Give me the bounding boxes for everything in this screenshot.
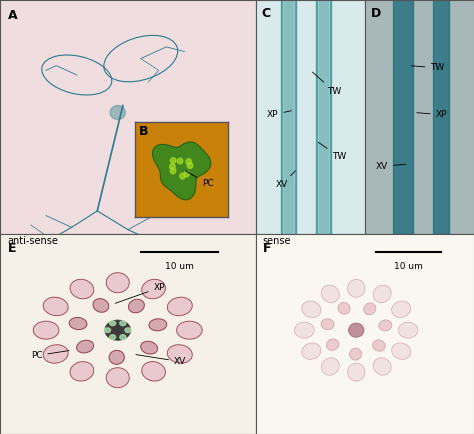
- Ellipse shape: [106, 273, 129, 293]
- Ellipse shape: [167, 297, 192, 316]
- Ellipse shape: [373, 340, 385, 351]
- Ellipse shape: [392, 343, 411, 359]
- Circle shape: [109, 321, 116, 326]
- Bar: [316, 0, 331, 234]
- Text: XV: XV: [136, 355, 186, 366]
- Ellipse shape: [70, 279, 94, 299]
- Text: TW: TW: [411, 63, 445, 72]
- Circle shape: [120, 321, 126, 326]
- Ellipse shape: [364, 303, 376, 315]
- Text: XV: XV: [275, 171, 295, 190]
- Text: PC: PC: [31, 351, 69, 360]
- Text: XV: XV: [376, 162, 406, 171]
- Ellipse shape: [43, 297, 68, 316]
- Circle shape: [170, 164, 175, 169]
- Circle shape: [187, 163, 193, 168]
- Ellipse shape: [321, 285, 339, 302]
- Text: F: F: [263, 242, 271, 255]
- Text: TW: TW: [312, 72, 341, 96]
- Ellipse shape: [379, 320, 392, 331]
- Circle shape: [177, 158, 183, 164]
- Ellipse shape: [70, 362, 94, 381]
- Circle shape: [125, 328, 131, 332]
- Bar: [283, 0, 294, 234]
- Ellipse shape: [373, 285, 391, 302]
- Ellipse shape: [141, 341, 157, 354]
- Text: XP: XP: [115, 283, 165, 303]
- Ellipse shape: [321, 358, 339, 375]
- Text: anti-sense: anti-sense: [8, 237, 59, 247]
- Ellipse shape: [321, 319, 334, 330]
- Circle shape: [170, 158, 176, 164]
- Bar: [433, 0, 449, 234]
- Text: 10 um: 10 um: [165, 262, 193, 271]
- Ellipse shape: [348, 323, 364, 337]
- Bar: [281, 0, 296, 234]
- Text: PC: PC: [185, 171, 213, 188]
- Text: E: E: [8, 242, 16, 255]
- Text: A: A: [8, 10, 18, 23]
- Bar: [318, 0, 329, 234]
- Circle shape: [180, 173, 185, 179]
- Text: C: C: [262, 7, 271, 20]
- Circle shape: [120, 335, 126, 339]
- Circle shape: [104, 328, 110, 332]
- Ellipse shape: [149, 319, 167, 331]
- Circle shape: [184, 171, 190, 177]
- Ellipse shape: [142, 279, 165, 299]
- Text: XP: XP: [417, 110, 447, 119]
- Ellipse shape: [106, 368, 129, 388]
- Ellipse shape: [302, 301, 321, 318]
- Ellipse shape: [302, 343, 321, 359]
- Ellipse shape: [294, 322, 314, 338]
- Ellipse shape: [167, 345, 192, 363]
- Text: B: B: [139, 125, 148, 138]
- Text: TW: TW: [318, 142, 346, 161]
- Text: sense: sense: [263, 237, 291, 247]
- Ellipse shape: [398, 322, 418, 338]
- Ellipse shape: [43, 345, 68, 363]
- Ellipse shape: [77, 340, 94, 353]
- Circle shape: [109, 335, 116, 339]
- Ellipse shape: [105, 320, 130, 340]
- Ellipse shape: [109, 350, 124, 364]
- Ellipse shape: [93, 299, 109, 312]
- Ellipse shape: [347, 279, 365, 297]
- Text: 10 um: 10 um: [394, 262, 423, 271]
- Ellipse shape: [128, 299, 145, 313]
- Ellipse shape: [33, 321, 59, 339]
- Polygon shape: [153, 142, 211, 200]
- Text: XP: XP: [267, 110, 292, 119]
- Ellipse shape: [177, 321, 202, 339]
- Ellipse shape: [338, 302, 350, 314]
- Ellipse shape: [142, 362, 165, 381]
- Ellipse shape: [392, 301, 411, 318]
- Ellipse shape: [69, 317, 87, 329]
- Ellipse shape: [110, 105, 126, 119]
- Ellipse shape: [326, 339, 339, 350]
- Circle shape: [186, 159, 191, 164]
- Text: D: D: [371, 7, 381, 20]
- Ellipse shape: [347, 363, 365, 381]
- Ellipse shape: [373, 358, 391, 375]
- Circle shape: [170, 168, 176, 174]
- Bar: [393, 0, 413, 234]
- Ellipse shape: [349, 348, 362, 360]
